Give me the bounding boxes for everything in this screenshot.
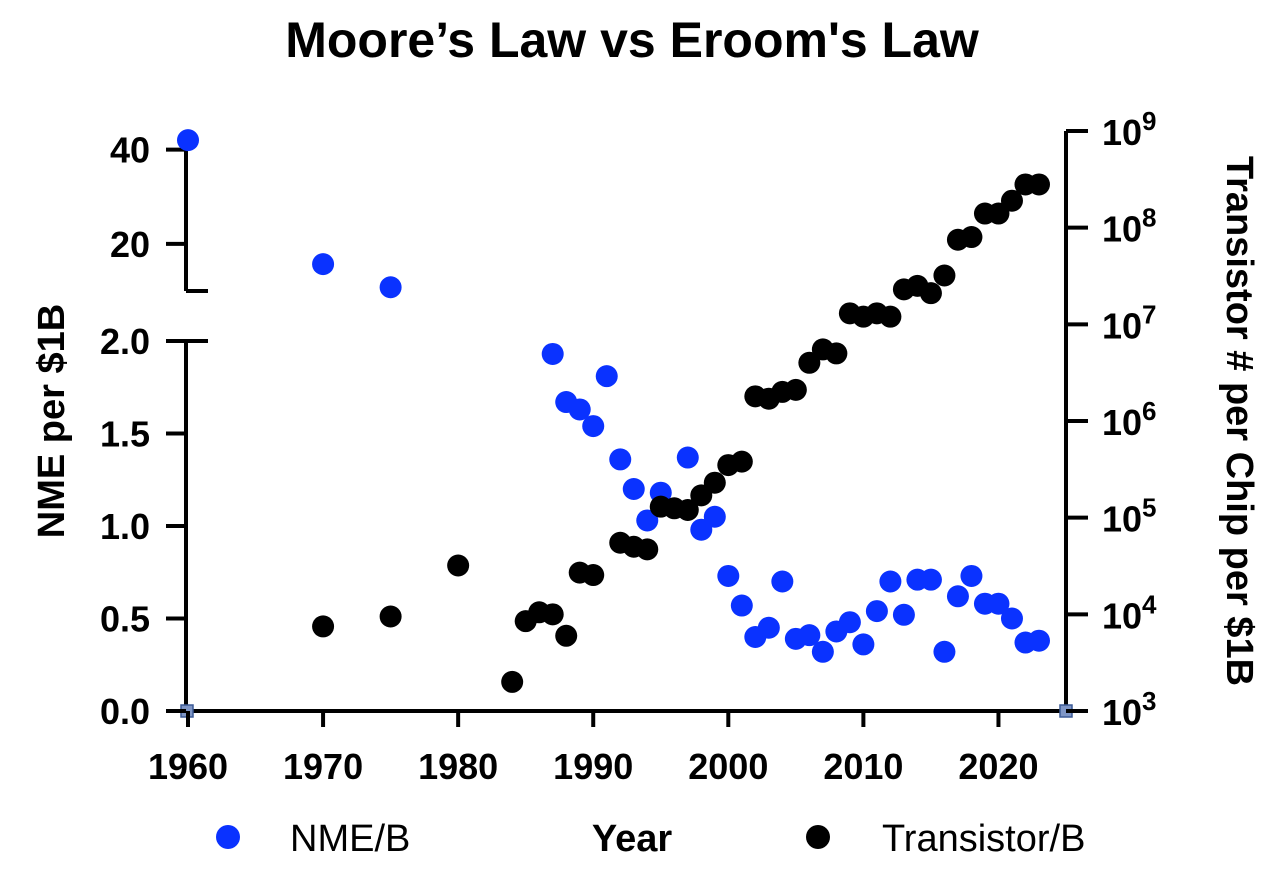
nme-point (717, 564, 740, 587)
x-tick-label: 2020 (958, 746, 1038, 787)
right-y-tick-label: 105 (1102, 493, 1157, 540)
nme-point (852, 633, 875, 656)
series-nme-b (177, 129, 1050, 663)
x-tick-label: 2010 (823, 746, 903, 787)
right-y-tick-label: 109 (1102, 106, 1157, 153)
x-tick-label: 2000 (688, 746, 768, 787)
nme-point (838, 611, 861, 634)
transistor-point (676, 499, 699, 522)
nme-point (676, 446, 699, 469)
x-tick-label: 1970 (283, 746, 363, 787)
left-y-tick-label: 40 (110, 130, 150, 171)
left-y-axis-label: NME per $1B (31, 304, 73, 538)
nme-point (879, 570, 902, 593)
nme-point (595, 365, 618, 388)
nme-point (730, 594, 753, 617)
transistor-point (784, 378, 807, 401)
series-transistor-b (312, 173, 1050, 693)
transistor-point (1027, 173, 1050, 196)
right-y-tick-label: 103 (1102, 686, 1157, 733)
nme-point (865, 600, 888, 623)
nme-point (568, 398, 591, 421)
chart-title: Moore’s Law vs Eroom's Law (285, 12, 979, 68)
transistor-point (933, 264, 956, 287)
nme-point (946, 585, 969, 608)
left-y-ticks: 0.0 0.5 1.0 1.5 2.0 20 40 (100, 130, 186, 732)
transistor-point (636, 538, 659, 561)
nme-point (987, 592, 1010, 615)
transistor-point (555, 624, 578, 647)
nme-point (757, 616, 780, 639)
right-y-axis-label: Transistor # per Chip per $1B (1218, 156, 1260, 686)
left-y-tick-label: 1.5 (100, 414, 150, 455)
transistor-point (447, 554, 470, 577)
left-y-tick-label: 1.0 (100, 506, 150, 547)
transistor-point (730, 450, 753, 473)
nme-point (609, 448, 632, 471)
legend-marker-nme (216, 825, 240, 849)
left-y-tick-label: 2.0 (100, 321, 150, 362)
data-points (177, 129, 1050, 693)
left-y-tick-label: 0.5 (100, 599, 150, 640)
nme-point (960, 564, 983, 587)
transistor-point (825, 342, 848, 365)
nme-point (811, 640, 834, 663)
nme-point (177, 129, 199, 152)
nme-point (582, 415, 605, 438)
right-y-tick-label: 107 (1102, 299, 1157, 346)
transistor-point (919, 282, 942, 305)
transistor-point (541, 603, 564, 626)
transistor-point (501, 670, 524, 693)
nme-point (703, 505, 726, 528)
nme-point (892, 603, 915, 626)
transistor-point (798, 351, 821, 374)
right-y-ticks: 103 104 105 106 107 108 109 (1066, 106, 1157, 733)
x-tick-label: 1990 (553, 746, 633, 787)
x-axis-label: Year (592, 818, 673, 860)
transistor-point (960, 226, 983, 249)
nme-point (1027, 629, 1050, 652)
nme-point (622, 478, 645, 500)
right-y-tick-label: 106 (1102, 396, 1157, 443)
left-y-tick-label: 20 (110, 224, 150, 265)
transistor-point (1000, 189, 1023, 212)
transistor-point (312, 615, 335, 638)
transistor-point (379, 605, 402, 628)
transistor-point (703, 471, 726, 494)
nme-point (1000, 607, 1023, 630)
legend-marker-transistor (806, 825, 830, 849)
x-tick-label: 1980 (418, 746, 498, 787)
transistor-point (879, 305, 902, 328)
legend: NME/B Year Transistor/B (216, 818, 1085, 860)
nme-point (933, 640, 956, 663)
nme-point (798, 624, 821, 647)
x-tick-label: 1960 (148, 746, 228, 787)
right-y-tick-label: 104 (1102, 589, 1157, 636)
transistor-point (582, 564, 605, 587)
legend-label-nme: NME/B (290, 818, 410, 860)
nme-point (312, 253, 335, 276)
nme-point (919, 568, 942, 591)
left-y-tick-label: 0.0 (100, 691, 150, 732)
nme-point (379, 276, 402, 299)
nme-point (636, 509, 659, 532)
nme-point (541, 342, 564, 365)
right-y-tick-label: 108 (1102, 203, 1157, 250)
x-ticks: 1960 1970 1980 1990 2000 2010 2020 (148, 711, 1039, 787)
nme-point (771, 570, 794, 593)
legend-label-transistor: Transistor/B (882, 818, 1085, 860)
